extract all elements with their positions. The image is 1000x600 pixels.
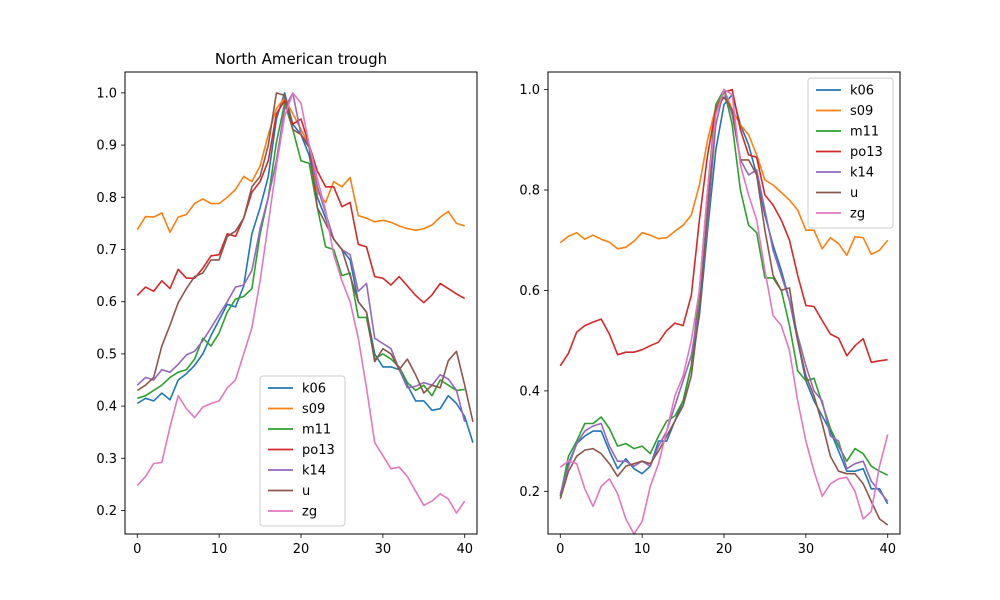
left-chart-title: North American trough [215,50,387,68]
left-y-tick-label: 0.4 [96,400,117,415]
left-legend-label-u: u [302,484,310,499]
right-x-tick-label: 0 [556,542,564,557]
left-series-line-s09 [136,97,465,234]
left-series-line-k06 [136,92,474,443]
left-chart: North American trough 0 10 20 30 40 0.2 0.3 0.4… [96,50,478,557]
right-x-tick-label: 20 [716,542,733,557]
right-legend-label-zg: zg [850,207,865,222]
right-y-tick-label: 0.8 [519,184,540,199]
left-y-tick-label: 1.0 [96,86,117,101]
right-y-tick-label: 0.6 [519,284,540,299]
left-series-line-po13 [136,99,466,304]
right-legend-label-u: u [850,186,858,201]
left-y-tick-label: 0.2 [96,504,117,519]
left-y-tick-label: 0.7 [96,243,117,258]
left-legend-label-m11: m11 [302,423,331,438]
left-legend-label-k14: k14 [302,464,326,479]
left-x-tick-label: 30 [375,542,392,557]
right-legend-label-k14: k14 [850,166,874,181]
right-legend-label-k06: k06 [850,84,874,99]
right-legend-box [807,77,894,229]
right-chart-axes-frame [547,71,901,535]
left-y-tick-label: 0.5 [96,347,117,362]
left-y-tick-label: 0.3 [96,452,117,467]
left-legend-label-zg: zg [302,505,317,520]
right-legend-label-m11: m11 [850,125,879,140]
left-chart-axes-frame [124,71,478,535]
left-x-tick-label: 10 [211,542,228,557]
left-series-line-zg [136,92,466,514]
left-series-line-m11 [137,102,465,400]
left-legend-label-s09: s09 [302,402,325,417]
right-chart-ticks: 0 10 20 30 40 0.2 0.4 0.6 0.8 1.0 [519,83,896,557]
right-x-tick-label: 40 [879,542,896,557]
left-x-tick-label: 0 [133,542,141,557]
right-x-tick-label: 30 [798,542,815,557]
left-chart-series [136,92,474,514]
left-y-tick-label: 0.9 [96,139,117,154]
left-x-tick-label: 40 [456,542,473,557]
left-x-tick-label: 20 [293,542,310,557]
right-y-tick-label: 0.4 [519,384,540,399]
left-legend-label-po13: po13 [302,443,335,458]
left-series-line-u [136,92,474,422]
left-chart-legend: k06 s09 m11 po13 k14 u zg [259,375,346,527]
right-legend-label-po13: po13 [850,145,883,160]
right-x-tick-label: 10 [634,542,651,557]
left-chart-ticks: 0 10 20 30 40 0.2 0.3 0.4 0.5 0.6 0.7 0.8 0.9 1.0 [96,86,473,557]
left-legend-box [259,375,346,527]
right-y-tick-label: 0.2 [519,485,540,500]
left-y-tick-label: 0.8 [96,191,117,206]
right-chart-series [559,88,889,535]
right-series-line-u [559,96,889,526]
right-chart: 0 10 20 30 40 0.2 0.4 0.6 0.8 1.0 k06 s09 m11 po13 k1… [519,71,901,557]
right-series-line-zg [559,88,889,535]
right-y-tick-label: 1.0 [519,83,540,98]
left-y-tick-label: 0.6 [96,295,117,310]
right-legend-label-s09: s09 [850,104,873,119]
right-chart-legend: k06 s09 m11 po13 k14 u zg [807,77,894,229]
left-legend-label-k06: k06 [302,382,326,397]
